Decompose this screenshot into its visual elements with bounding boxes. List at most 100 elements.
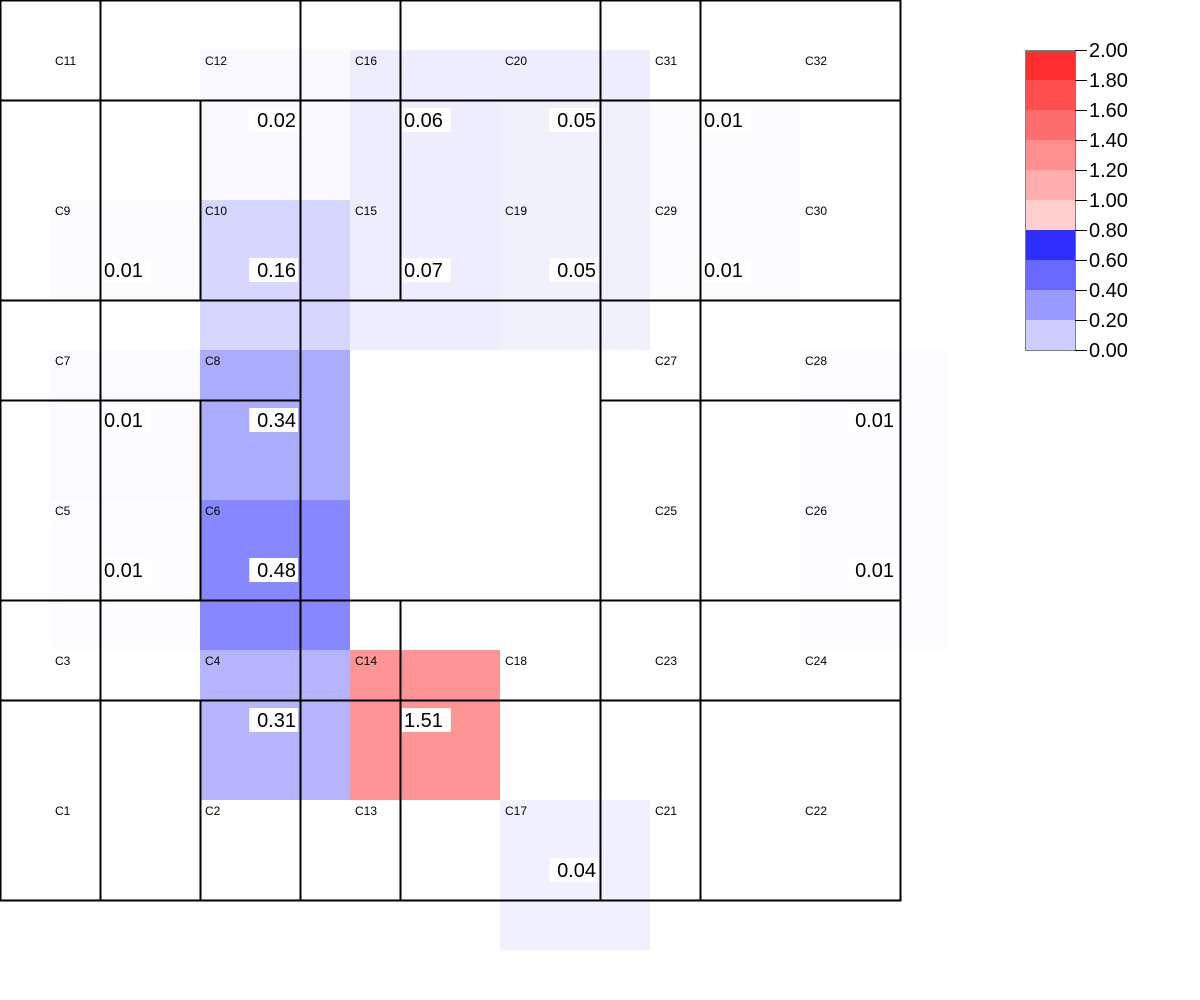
cell-label-c10: C10 [205,204,227,218]
cell-label-c32: C32 [805,54,827,68]
value-bg-c26 [847,408,896,432]
colorbar-tick-label: 1.20 [1089,160,1128,182]
value-bg-c30 [702,258,751,282]
colorbar-band [1025,200,1075,230]
colorbar-band [1025,110,1075,140]
value-bg-c15 [402,258,451,282]
value-bg-c8 [249,408,298,432]
cell-label-c8: C8 [205,354,221,368]
value-bg-c14 [402,708,451,732]
value-label-c20: 0.05 [557,110,596,132]
cell-border-c22 [699,699,902,902]
value-bg-c6 [249,558,298,582]
colorbar-tick-label: 1.80 [1089,70,1128,92]
cell-label-c14: C14 [355,654,377,668]
colorbar-tick-label: 0.20 [1089,310,1128,332]
cell-border-c23 [599,599,702,702]
heat-square-c10 [200,300,350,350]
heat-square-c10 [200,200,300,300]
heat-square-c15 [350,300,500,350]
heat-square-c6 [200,600,350,650]
cell-label-c23: C23 [655,654,677,668]
value-label-c15: 0.07 [404,260,443,282]
cell-label-c28: C28 [805,354,827,368]
value-bg-c10 [249,258,298,282]
colorbar-tick-label: 1.00 [1089,190,1128,212]
colorbar-band [1025,230,1075,260]
cell-label-c27: C27 [655,354,677,368]
colorbar-band [1025,350,1075,380]
colorbar-band [1025,320,1075,350]
cell-border-c11 [0,0,102,102]
colorbar-tick-label: 1.40 [1089,130,1128,152]
cell-label-c21: C21 [655,804,677,818]
cell-label-c4: C4 [205,654,221,668]
cell-label-c15: C15 [355,204,377,218]
cell-label-c11: C11 [55,54,76,68]
heat-square-c10 [300,200,350,300]
colorbar-tick-label: 0.00 [1089,340,1128,362]
colorbar: 2.00 1.80 1.60 1.40 1.20 1.00 0.80 0.60 0.40 0.20… [1025,40,1128,380]
value-label-c17: 0.04 [557,860,596,882]
value-label-c7: 0.01 [104,410,143,432]
cell-label-c19: C19 [505,204,527,218]
heat-square-c12 [200,50,300,100]
cell-label-c30: C30 [805,204,827,218]
value-label-c5: 0.01 [104,560,143,582]
value-bg-c19 [549,258,598,282]
cell-label-c18: C18 [505,654,527,668]
cell-label-c2: C2 [205,804,221,818]
cell-values: 0.31 0.01 0.48 0.01 0.34 0.01 0.16 0.02 1.51 0.07… [102,108,896,882]
cell-label-c3: C3 [55,654,71,668]
cell-label-c1: C1 [55,804,71,818]
value-label-c4: 0.31 [257,710,296,732]
heat-square-c19 [500,300,650,350]
cell-label-c17: C17 [505,804,527,818]
cell-label-c26: C26 [805,504,827,518]
heat-square-c15 [350,200,500,300]
cell-label-c22: C22 [805,804,827,818]
value-bg-c9 [102,258,151,282]
value-label-c10: 0.16 [257,260,296,282]
colorbar-tick-label: 0.60 [1089,250,1128,272]
value-label-c26: 0.01 [855,410,894,432]
value-label-c8: 0.34 [257,410,296,432]
value-bg-c25 [847,558,896,582]
value-label-c30: 0.01 [704,260,743,282]
colorbar-band [1025,290,1075,320]
colorbar-band [1025,80,1075,110]
heat-square-c26 [800,350,950,650]
cell-label-c24: C24 [805,654,827,668]
cell-label-c6: C6 [205,504,221,518]
cell-label-c16: C16 [355,54,377,68]
value-bg-c20 [549,108,598,132]
value-bg-c29 [702,108,751,132]
value-label-c16: 0.06 [404,110,443,132]
heat-square-c16 [350,50,650,100]
cell-border-c32 [699,0,902,102]
cell-labels: C1 C2 C3 C4 C5 C6 C7 C8 C9 C10 C11 C12 C13 C14 C15 C16 C… [55,54,827,818]
colorbar-tick-label: 0.40 [1089,280,1128,302]
value-bg-c17 [549,858,598,882]
colorbar-band [1025,50,1075,80]
value-bg-c12 [249,108,298,132]
value-bg-c4 [249,708,298,732]
colorbar-tick-label: 2.00 [1089,40,1128,62]
colorbar-band [1025,140,1075,170]
cell-label-c20: C20 [505,54,527,68]
value-bg-c5 [102,558,151,582]
heat-square-c6 [200,500,350,600]
cell-grid [0,0,902,902]
value-bg-c7 [102,408,151,432]
value-label-c9: 0.01 [104,260,143,282]
heat-square-c9 [50,200,200,300]
cell-label-c7: C7 [55,354,71,368]
colorbar-tick-label: 0.80 [1089,220,1128,242]
value-label-c29: 0.01 [704,110,743,132]
value-bg-c16 [402,108,451,132]
heat-square-c19 [500,200,650,300]
cell-label-c25: C25 [655,504,677,518]
value-label-c6: 0.48 [257,560,296,582]
heat-layer [50,50,950,950]
